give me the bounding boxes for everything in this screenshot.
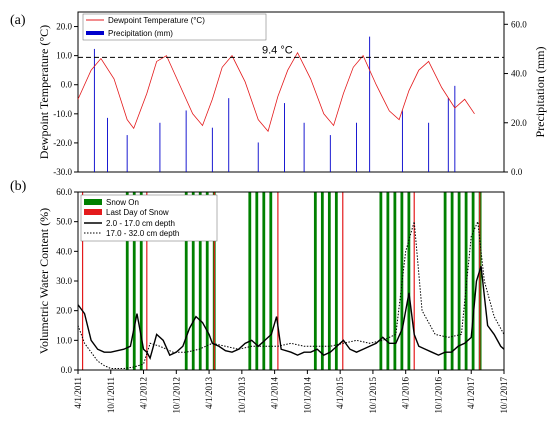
panel-a-frame [77,11,505,173]
snow-on-band [334,192,338,370]
snow-on-band [269,192,273,370]
right-tick-label: 0.0 [511,167,523,177]
panel-b-legend: Snow On Last Day of Snow 2.0 - 17.0 cm d… [80,194,218,242]
snow-on-band [464,192,468,370]
x-tick-label: 10/1/2017 [499,377,509,414]
panel-a: (a) -30.0 -20.0 -10.0 0.0 10.0 20.0 0.0 20.0 40… [10,11,547,177]
snow-on-band [125,192,129,370]
x-tick-label: 4/1/2013 [204,377,214,410]
panel-a-right-axis-ticks: 0.0 20.0 40.0 60.0 [504,19,527,177]
x-tick-label: 4/1/2011 [73,377,83,409]
panel-b-y-axis-label: Volumetric Water Content (%) [37,208,51,354]
snow-on-band [450,192,454,370]
x-tick-label: 10/1/2014 [302,377,312,414]
panel-b-x-axis-ticks: 4/1/2011 10/1/2011 4/1/2012 10/1/2012 4/1/20… [73,370,509,414]
panel-b-legend-box [80,194,218,242]
left-tick-label: 20.0 [56,22,72,32]
legend-snow-on-swatch [84,199,102,205]
snow-on-band [248,192,252,370]
deep-depth-series [77,219,505,370]
legend-deep-label: 17.0 - 32.0 cm depth [106,229,179,238]
threshold-label: 9.4 °C [262,44,293,56]
panel-a-left-axis-ticks: -30.0 -20.0 -10.0 0.0 10.0 20.0 [53,22,78,177]
x-tick-label: 10/1/2016 [433,377,443,414]
panel-b-y-axis-ticks: 0.0 10.0 20.0 30.0 40.0 50.0 60.0 [56,187,78,375]
legend-snow-on-label: Snow On [106,198,139,207]
x-tick-label: 10/1/2015 [368,377,378,414]
right-tick-label: 40.0 [511,69,527,79]
panel-b: (b) 0.0 10.0 20.0 30.0 40.0 50.0 60.0 4/1/2011… [10,179,509,414]
x-tick-label: 10/1/2011 [106,377,116,413]
y-tick-label: 60.0 [56,187,72,197]
right-tick-label: 20.0 [511,118,527,128]
panel-a-legend-box [82,13,267,41]
x-tick-label: 4/1/2017 [466,377,476,410]
snow-on-band [407,192,411,370]
x-tick-label: 10/1/2012 [171,377,181,414]
shallow-depth-series [77,265,505,360]
left-tick-label: -20.0 [53,138,72,148]
y-tick-label: 10.0 [56,335,72,345]
legend-precip-label: Precipitation (mm) [108,29,173,38]
snow-on-band [471,192,475,370]
snow-on-band [457,192,461,370]
left-tick-label: 10.0 [56,51,72,61]
snow-on-band [386,192,390,370]
y-tick-label: 20.0 [56,306,72,316]
y-tick-label: 0.0 [61,365,73,375]
dewpoint-series [77,51,475,133]
legend-last-day-label: Last Day of Snow [106,208,169,217]
snow-on-band [191,192,195,370]
snow-on-band [132,192,136,370]
snow-on-band [379,192,383,370]
snow-on-band [184,192,188,370]
y-tick-label: 50.0 [56,217,72,227]
y-tick-label: 30.0 [56,276,72,286]
x-tick-label: 4/1/2012 [139,377,149,409]
snow-on-band [320,192,324,370]
panel-a-right-axis-label: Precipitation (mm) [533,47,547,138]
precipitation-series [93,36,456,172]
x-tick-label: 4/1/2014 [270,377,280,410]
legend-precip-swatch [86,31,104,35]
left-tick-label: -10.0 [53,109,72,119]
panel-a-label: (a) [10,13,26,28]
legend-last-day-swatch [84,209,102,215]
x-tick-label: 10/1/2013 [237,377,247,414]
panel-a-left-axis-label: Dewpoint Temperature (°C) [37,25,51,159]
right-tick-label: 60.0 [511,19,527,29]
snow-on-band [255,192,259,370]
panel-b-label: (b) [10,179,27,194]
snow-on-band [443,192,447,370]
snow-on-band [393,192,397,370]
y-tick-label: 40.0 [56,246,72,256]
snow-on-band [205,192,209,370]
legend-shallow-label: 2.0 - 17.0 cm depth [106,219,175,228]
left-tick-label: -30.0 [53,167,72,177]
panel-a-legend: Dewpoint Temperature (°C) Precipitation … [82,13,267,41]
x-tick-label: 4/1/2015 [335,377,345,410]
snow-on-band [198,192,202,370]
legend-dewpoint-label: Dewpoint Temperature (°C) [108,16,205,25]
left-tick-label: 0.0 [61,80,73,90]
snow-on-band [262,192,266,370]
snow-on-band [139,192,143,370]
x-tick-label: 4/1/2016 [401,377,411,410]
snow-on-band [327,192,331,370]
snow-on-band [313,192,317,370]
